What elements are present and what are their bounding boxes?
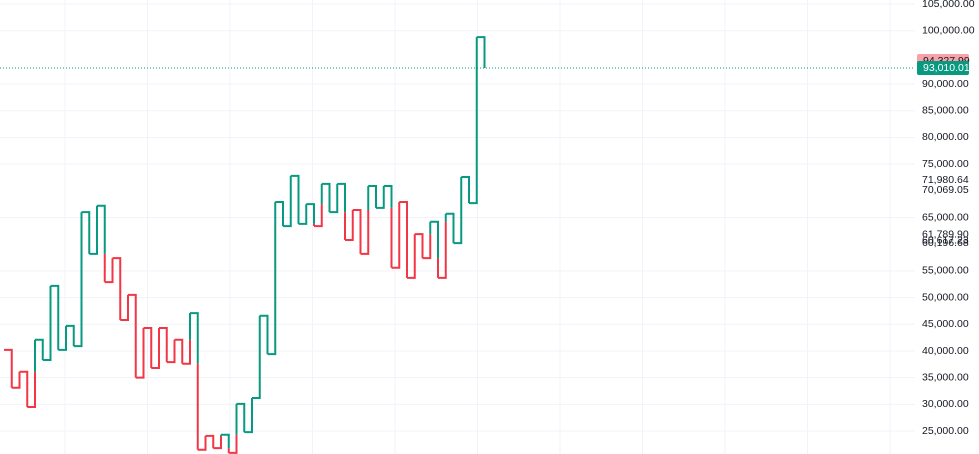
kagi-segment <box>135 328 145 379</box>
kagi-segment <box>213 435 222 450</box>
kagi-segment <box>81 211 91 254</box>
last-badge <box>917 61 969 76</box>
kagi-segment <box>314 204 323 228</box>
y-tick-label: 65,000.00 <box>922 211 969 223</box>
y-tick-label: 50,000.00 <box>922 291 969 303</box>
kagi-segment <box>360 210 370 255</box>
y-tick-label: 105,000.00 <box>922 0 975 10</box>
kagi-segment <box>275 201 284 227</box>
kagi-segment <box>283 175 292 228</box>
kagi-segment <box>151 328 160 370</box>
kagi-segment <box>469 37 478 205</box>
kagi-segment <box>197 435 207 451</box>
kagi-segment <box>422 234 432 260</box>
kagi-segment <box>267 202 277 356</box>
kagi-segment <box>399 201 408 278</box>
y-tick-label: 100,000.00 <box>922 24 975 36</box>
kagi-segment <box>89 205 98 255</box>
kagi-segment <box>345 210 354 241</box>
y-tick-label: 40,000.00 <box>922 345 969 357</box>
kagi-segment <box>445 212 455 244</box>
price-label: 70,069.05 <box>922 184 969 196</box>
kagi-segment <box>112 257 122 321</box>
kagi-segment <box>66 324 75 347</box>
kagi-segment <box>236 402 246 433</box>
price-label: 71,980.64 <box>922 174 969 186</box>
kagi-segment <box>4 348 13 388</box>
kagi-segment <box>174 338 184 364</box>
kagi-segment <box>352 209 362 254</box>
kagi-segment <box>430 220 439 259</box>
kagi-segment <box>19 370 29 408</box>
kagi-segment <box>159 327 168 363</box>
kagi-segment <box>383 185 393 208</box>
kagi-segment <box>438 221 447 279</box>
kagi-segment <box>182 339 191 365</box>
kagi-segment <box>190 312 199 364</box>
y-tick-label: 55,000.00 <box>922 265 969 277</box>
kagi-segment <box>97 204 106 254</box>
y-tick-label: 30,000.00 <box>922 398 969 410</box>
kagi-segment <box>290 174 300 224</box>
kagi-segment <box>27 371 36 409</box>
kagi-segment <box>244 397 253 434</box>
kagi-segment <box>35 338 44 361</box>
kagi-segment <box>461 175 470 204</box>
kagi-segment <box>407 234 416 279</box>
y-tick-label: 85,000.00 <box>922 105 969 117</box>
kagi-segment <box>228 434 238 454</box>
kagi-segment <box>368 185 377 208</box>
kagi-segment <box>414 233 424 259</box>
kagi-segment <box>252 315 261 399</box>
price-label: 61,789.90 <box>922 228 969 240</box>
kagi-segment <box>391 202 401 269</box>
kagi-segment <box>298 204 308 225</box>
price-label: 60,617.23 <box>922 235 969 247</box>
y-tick-label: 90,000.00 <box>922 78 969 90</box>
kagi-segment <box>58 325 67 351</box>
kagi-segment <box>73 212 83 348</box>
kagi-segment <box>50 284 60 350</box>
kagi-segment <box>337 182 346 213</box>
y-tick-label: 35,000.00 <box>922 371 969 383</box>
y-tick-label: 45,000.00 <box>922 318 969 330</box>
kagi-segment <box>329 183 339 214</box>
kagi-segment <box>166 339 176 364</box>
kagi-segment <box>104 258 114 284</box>
y-tick-label: 75,000.00 <box>922 158 969 170</box>
kagi-segment <box>11 371 21 389</box>
kagi-segment <box>42 285 52 362</box>
kagi-segment <box>306 203 315 224</box>
kagi-segment <box>205 434 215 449</box>
kagi-segment <box>476 36 486 69</box>
kagi-segment <box>143 327 153 369</box>
last-badge-label: 93,010.01 <box>923 62 970 74</box>
kagi-segment <box>259 314 269 355</box>
y-tick-label: 25,000.00 <box>922 425 969 437</box>
price-label: 60,196.68 <box>922 237 969 249</box>
kagi-segment <box>128 293 137 378</box>
kagi-segment <box>376 186 385 209</box>
kagi-segment <box>120 294 129 322</box>
y-tick-label: 80,000.00 <box>922 131 969 143</box>
kagi-segment <box>453 176 463 245</box>
kagi-segment <box>321 182 331 213</box>
kagi-segment <box>221 433 230 449</box>
